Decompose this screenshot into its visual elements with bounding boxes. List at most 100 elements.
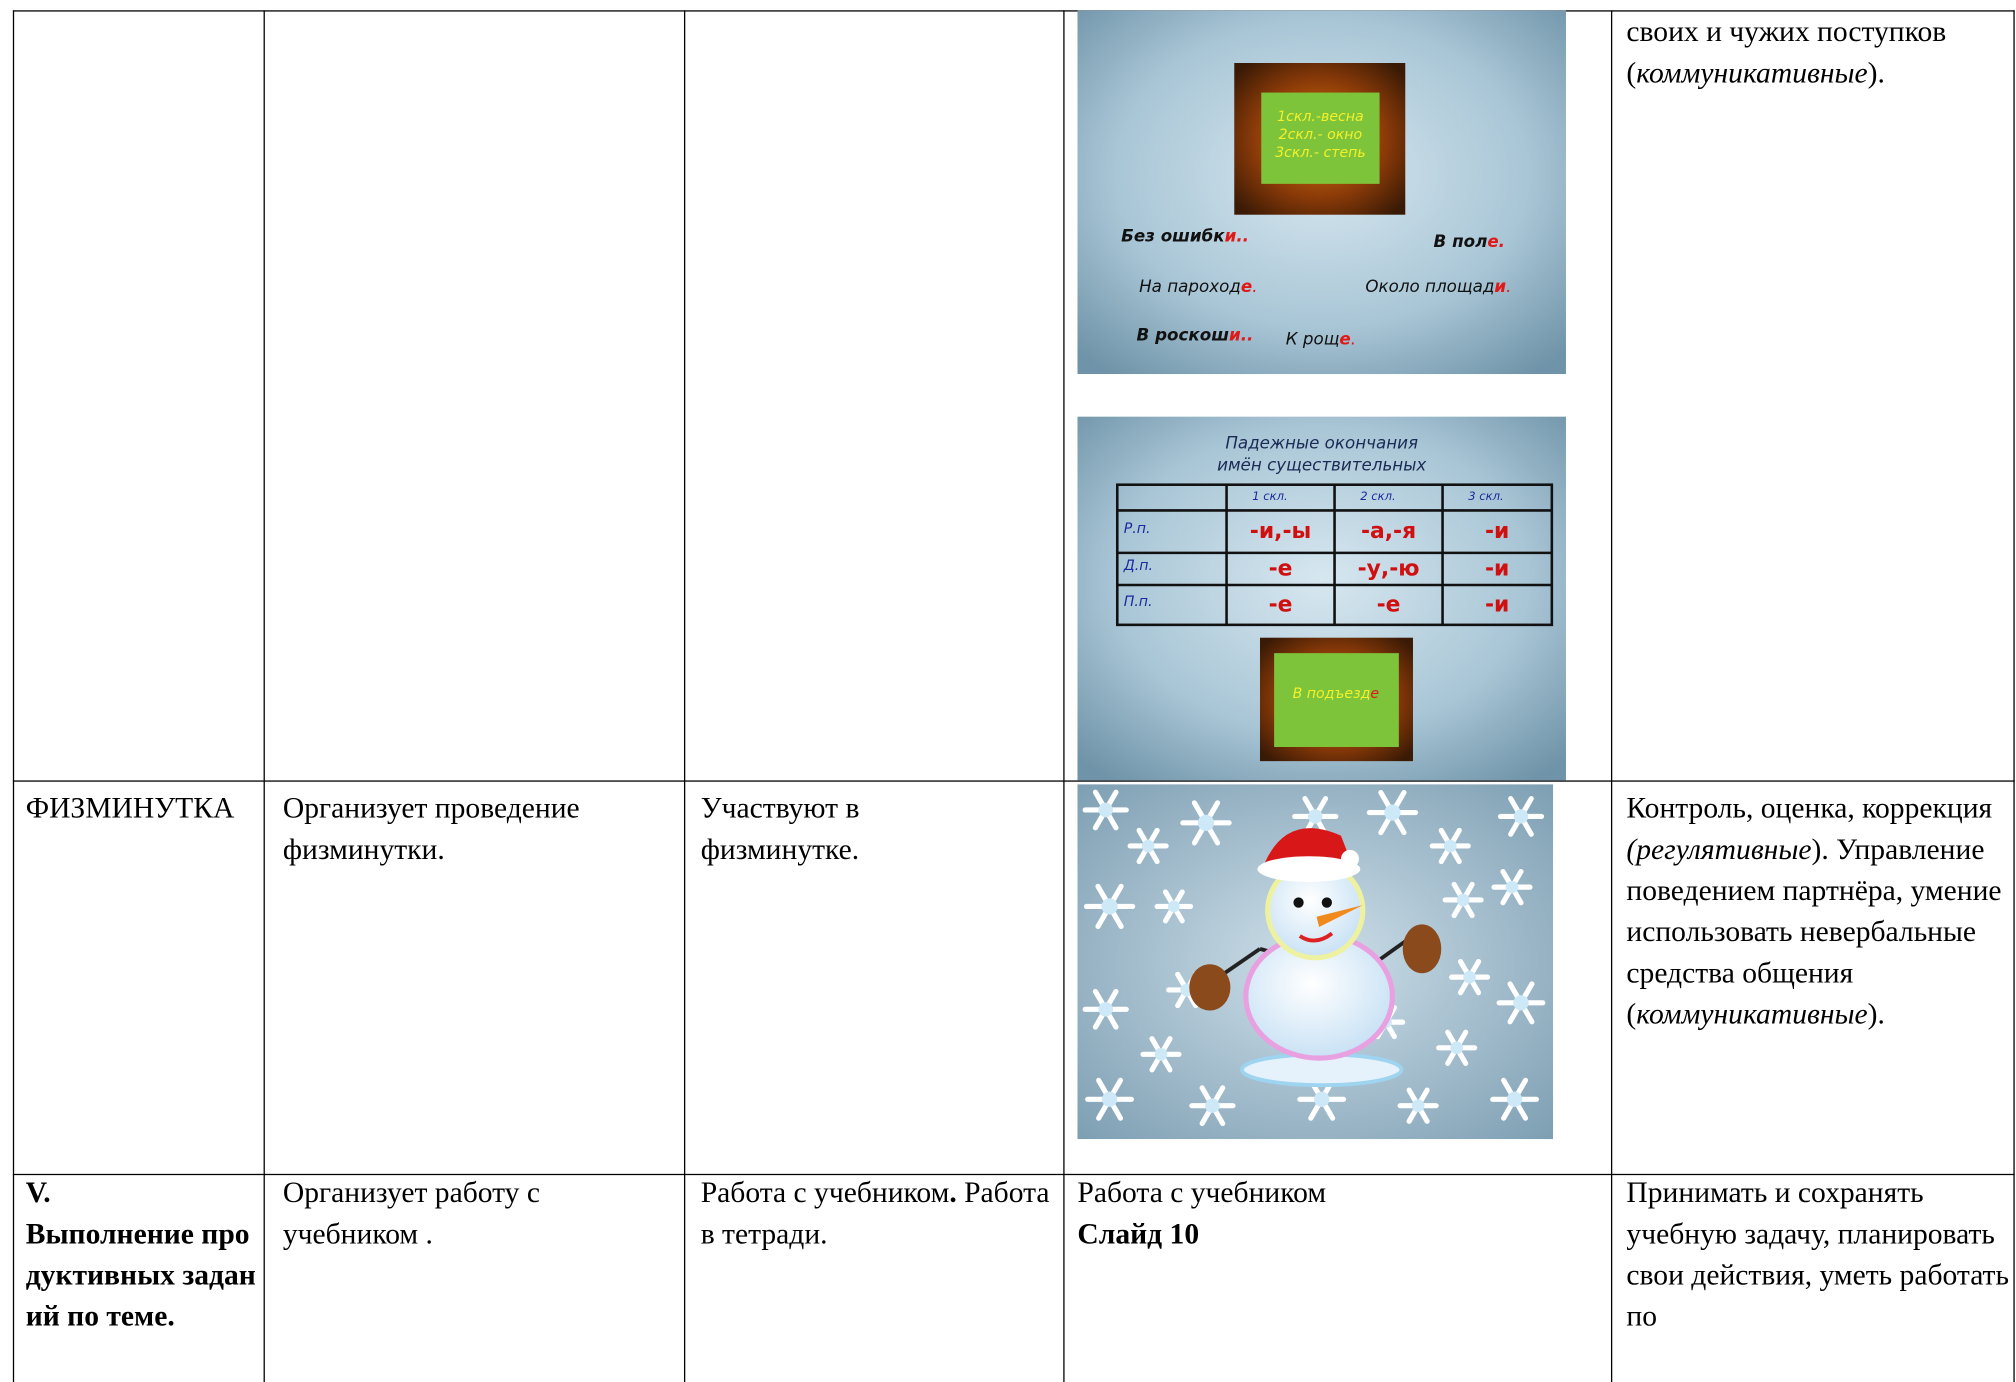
flake-core [1308, 809, 1323, 824]
text: Работа с учебником [1077, 1176, 1327, 1209]
flake-core [1167, 900, 1180, 913]
text: Контроль, оценка, коррекция [1626, 791, 1993, 825]
text: коммуникативные [1636, 56, 1868, 89]
flake-core [1197, 814, 1215, 831]
text: ФИЗМИНУТКА [25, 791, 235, 825]
stage-cell: ФИЗМИНУТКА [26, 788, 257, 829]
flake-core [1456, 893, 1470, 907]
slide-phrase: В подъезде [1293, 686, 1380, 702]
flake-core [1450, 1041, 1463, 1055]
stem: Около площад [1365, 276, 1494, 296]
teacher-cell: Организует работу с учебником . [283, 1173, 675, 1255]
border [683, 10, 686, 1382]
slide-cell: Работа с учебником Слайд 10 [1077, 1173, 1604, 1255]
mouth [1298, 931, 1334, 943]
slide-phrase: Около площади. [1365, 276, 1511, 296]
ending: -у,-ю [1358, 556, 1420, 581]
ending: -а,-я [1361, 519, 1416, 544]
flake-core [1141, 839, 1155, 853]
ending: -и [1485, 592, 1509, 617]
tail: . [1499, 231, 1505, 251]
frame-inner [1274, 653, 1399, 747]
text: ). [1867, 56, 1885, 89]
stem: В роскош [1137, 325, 1230, 345]
case-label: Р.п. [1124, 521, 1151, 537]
slide-image [1077, 784, 1554, 1140]
flake-core [1154, 1047, 1168, 1061]
stage-cell: V. Выполнение продуктивных заданий по тем… [26, 1173, 257, 1338]
students-cell: Работа с учебником. Работа в тетради. [701, 1173, 1058, 1255]
ending: -и [1485, 556, 1509, 581]
uud-cell: Контроль, оценка, коррекция (регулятивны… [1626, 788, 2007, 1035]
stem: В пол [1434, 231, 1488, 251]
nose [1316, 905, 1363, 927]
mitten [1402, 924, 1442, 974]
tail: .. [1241, 325, 1254, 345]
text: Слайд 10 [1077, 1217, 1200, 1250]
ending: е [1241, 276, 1252, 296]
flake-core [1463, 970, 1476, 984]
text: Работа в тетради. [700, 1176, 1050, 1250]
ending: -е [1377, 592, 1401, 617]
border [1063, 10, 1065, 1382]
text: . [949, 1176, 957, 1209]
students-cell: Участвуют в физминутке. [701, 788, 958, 870]
text: V. [25, 1176, 51, 1209]
text: Участвуют в физминутке. [700, 791, 860, 866]
ending: е [1487, 231, 1498, 251]
text: ). [1867, 997, 1885, 1030]
ending: и [1225, 226, 1237, 246]
tail: . [1252, 276, 1257, 296]
flake-core [1506, 1091, 1523, 1107]
table-header: 3 скл. [1468, 489, 1503, 503]
stem: В подъезд [1293, 686, 1371, 702]
flake-core [1443, 839, 1457, 853]
tail: .. [1236, 226, 1249, 246]
text: Организует проведение физминутки. [282, 791, 580, 866]
slide-title: Падежные окончания [1225, 433, 1418, 453]
eye [1293, 897, 1304, 908]
ending: -е [1269, 556, 1293, 581]
flake-core [1505, 880, 1519, 894]
flake-core [1411, 1099, 1425, 1113]
uud-cell: Принимать и сохранять учебную задачу, пл… [1626, 1173, 2012, 1338]
border [12, 10, 15, 1382]
ending: и [1229, 325, 1241, 345]
slide-text: 1скл.-весна [1277, 109, 1364, 125]
arm [1217, 947, 1262, 979]
ending: -е [1269, 592, 1293, 617]
hat-pompom [1340, 849, 1359, 868]
teacher-cell: Организует проведение физминутки. [283, 788, 675, 870]
hat-trim [1257, 856, 1361, 882]
frame-inner [1261, 92, 1380, 184]
text: коммуникативные [1636, 997, 1868, 1030]
case-label: П.п. [1124, 594, 1153, 610]
slide: 1скл.-весна 2скл.- окно 3скл.- степь Без ош… [1077, 10, 1566, 375]
table-header: 2 скл. [1360, 489, 1395, 503]
text: Организует работу с учебником . [282, 1176, 540, 1250]
border [12, 780, 2015, 782]
text: Управление поведением партнёра, умение и… [1626, 833, 2002, 1030]
snowflakes [1082, 789, 1546, 1127]
text: Принимать и сохранять учебную задачу, пл… [1626, 1176, 2009, 1332]
mitten [1189, 964, 1231, 1011]
text: ). [1811, 833, 1829, 866]
flake-core [1098, 1002, 1113, 1017]
slide-phrase: В поле. [1434, 231, 1506, 251]
flake-core [1384, 804, 1401, 821]
ending: -и [1485, 519, 1509, 544]
stem: На пароход [1139, 276, 1241, 296]
stem: К рощ [1286, 329, 1340, 349]
border [2013, 10, 2015, 1382]
slide-phrase: На пароходе. [1139, 276, 1257, 296]
flake-core [1513, 809, 1529, 824]
ending: -и,-ы [1250, 519, 1312, 544]
table-header: 1 скл. [1252, 489, 1287, 503]
slide-text: 2скл.- окно [1279, 127, 1362, 143]
ending: и [1494, 276, 1506, 296]
slide-text: 3скл.- степь [1275, 145, 1366, 161]
border [12, 1173, 2015, 1176]
text: Работа с учебником [700, 1176, 950, 1209]
text: своих и чужих поступков ( [1626, 15, 1947, 89]
